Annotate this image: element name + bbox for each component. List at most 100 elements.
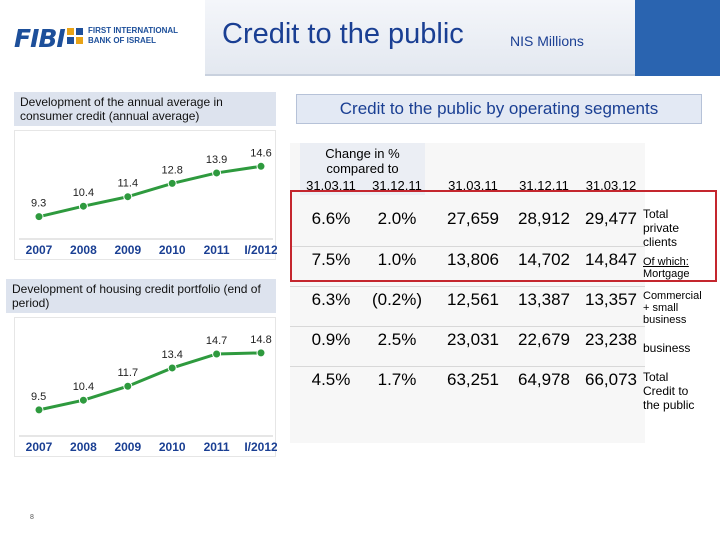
table-cell: 6.3% — [311, 290, 351, 309]
segment-label-line: business — [643, 341, 691, 355]
table-cell: 1.7% — [377, 370, 417, 389]
row-divider — [290, 326, 645, 327]
data-point — [212, 168, 222, 178]
segment-label-line: clients — [643, 234, 678, 249]
table-cell: 13,806 — [447, 250, 499, 269]
tick-label: 2007 — [26, 440, 53, 454]
segment-label-line: the public — [643, 397, 695, 412]
table-cell: 2.5% — [377, 330, 417, 349]
data-label: 11.4 — [118, 178, 139, 190]
col-header-v3: 31.03.12 — [585, 178, 637, 193]
data-point — [123, 381, 133, 391]
segment-label: Total private clients — [643, 207, 679, 249]
data-point — [256, 161, 266, 171]
table-cell: 14,702 — [518, 250, 570, 269]
table-cell: 12,561 — [447, 290, 499, 309]
tick-label: 2011 — [204, 440, 230, 454]
change-header: Change in % compared to — [300, 143, 425, 195]
data-point — [123, 192, 133, 202]
consumer-chart-panel: 9.3 2007 10.4 2008 11.4 2009 12.8 2010 13.9 2011 1… — [14, 130, 278, 260]
page-subtitle: NIS Millions — [510, 33, 584, 49]
segments-title: Credit to the public by operating segmen… — [296, 94, 702, 124]
segment-label-line: Mortgage — [643, 268, 690, 280]
table-cell: 27,659 — [447, 209, 499, 228]
data-label: 14.8 — [250, 334, 271, 346]
table-cell: 7.5% — [311, 250, 351, 269]
data-point — [78, 201, 88, 211]
consumer-chart-title: Development of the annual average in con… — [14, 92, 276, 126]
segment-label: Total Credit to the public — [643, 370, 694, 412]
data-point — [34, 212, 44, 222]
data-label: 10.4 — [73, 381, 94, 393]
row-divider — [290, 286, 645, 287]
table-cell: 14,847 — [585, 250, 637, 269]
tick-label: I/2012 — [244, 243, 277, 257]
logo-wordmark: FIBI — [14, 24, 66, 53]
table-cell: 2.0% — [377, 209, 417, 228]
housing-credit-chart: 9.5 2007 10.4 2008 11.7 2009 13.4 2010 14.7 2011 1… — [19, 334, 278, 454]
table-cell: 13,387 — [518, 290, 570, 309]
segment-label-line: Credit to — [643, 383, 689, 398]
tick-label: 2009 — [114, 440, 141, 454]
table-cell: 66,073 — [585, 370, 637, 389]
table-cell: 64,978 — [518, 370, 570, 389]
logo: FIBI FIRST INTERNATIONAL BANK OF ISRAEL — [0, 0, 205, 76]
header-band — [205, 0, 635, 76]
col-header-v1: 31.03.11 — [448, 178, 498, 193]
segment-label-line: private — [643, 220, 680, 235]
table-cell: 63,251 — [447, 370, 499, 389]
data-point — [167, 178, 177, 188]
data-point — [212, 349, 222, 359]
table-cell: 0.9% — [311, 330, 351, 349]
table-cell: 1.0% — [377, 250, 417, 269]
tick-label: 2008 — [70, 243, 97, 257]
tick-label: 2010 — [159, 440, 186, 454]
data-label: 9.5 — [31, 391, 46, 403]
data-label: 11.7 — [118, 367, 139, 379]
row-divider — [290, 246, 645, 247]
tick-label: 2010 — [159, 243, 186, 257]
segment-label-line: Commercial — [643, 290, 702, 302]
table-cell: 6.6% — [311, 209, 351, 228]
row-divider — [290, 366, 645, 367]
tick-label: 2011 — [204, 243, 230, 257]
data-label: 14.6 — [250, 147, 271, 159]
data-label: 13.9 — [206, 154, 227, 166]
data-point — [256, 348, 266, 358]
segment-label: Of which: Mortgage — [643, 256, 689, 280]
data-label: 14.7 — [206, 335, 227, 347]
tick-label: I/2012 — [244, 440, 277, 454]
table-cell: 29,477 — [585, 209, 637, 228]
segment-label-line: Total — [643, 369, 669, 384]
table-cell: 22,679 — [518, 330, 570, 349]
table-cell: 13,357 — [585, 290, 637, 309]
col-header-v2: 31.12.11 — [519, 178, 569, 193]
data-label: 12.8 — [161, 164, 182, 176]
col-header-chg1: 31.03.11 — [306, 178, 356, 193]
data-label: 13.4 — [161, 349, 182, 361]
table-cell: 23,238 — [585, 330, 637, 349]
tick-label: 2009 — [114, 243, 141, 257]
data-label: 10.4 — [73, 187, 94, 199]
data-point — [34, 405, 44, 415]
highlight-box — [290, 190, 717, 282]
consumer-credit-chart: 9.3 2007 10.4 2008 11.4 2009 12.8 2010 13.9 2011 1… — [19, 147, 278, 257]
header-accent — [635, 0, 720, 76]
table-cell: 23,031 — [447, 330, 499, 349]
tick-label: 2008 — [70, 440, 97, 454]
logo-text: FIRST INTERNATIONAL BANK OF ISRAEL — [88, 26, 179, 45]
table-cell: 4.5% — [311, 370, 351, 389]
logo-icon — [67, 28, 83, 44]
data-label: 9.3 — [31, 198, 46, 210]
page-title: Credit to the public — [222, 18, 464, 50]
segment-label-line: Of which: — [643, 256, 689, 268]
series-line — [38, 164, 262, 219]
segment-label: Commercial + small business — [643, 290, 702, 326]
segment-label-line: Total — [643, 206, 669, 221]
page-number: 8 — [30, 514, 34, 521]
tick-label: 2007 — [26, 243, 53, 257]
housing-chart-title: Development of housing credit portfolio … — [6, 279, 276, 313]
segment-label: business — [643, 341, 690, 355]
segment-label-line: + small — [643, 302, 679, 314]
table-cell: (0.2%) — [371, 290, 423, 309]
